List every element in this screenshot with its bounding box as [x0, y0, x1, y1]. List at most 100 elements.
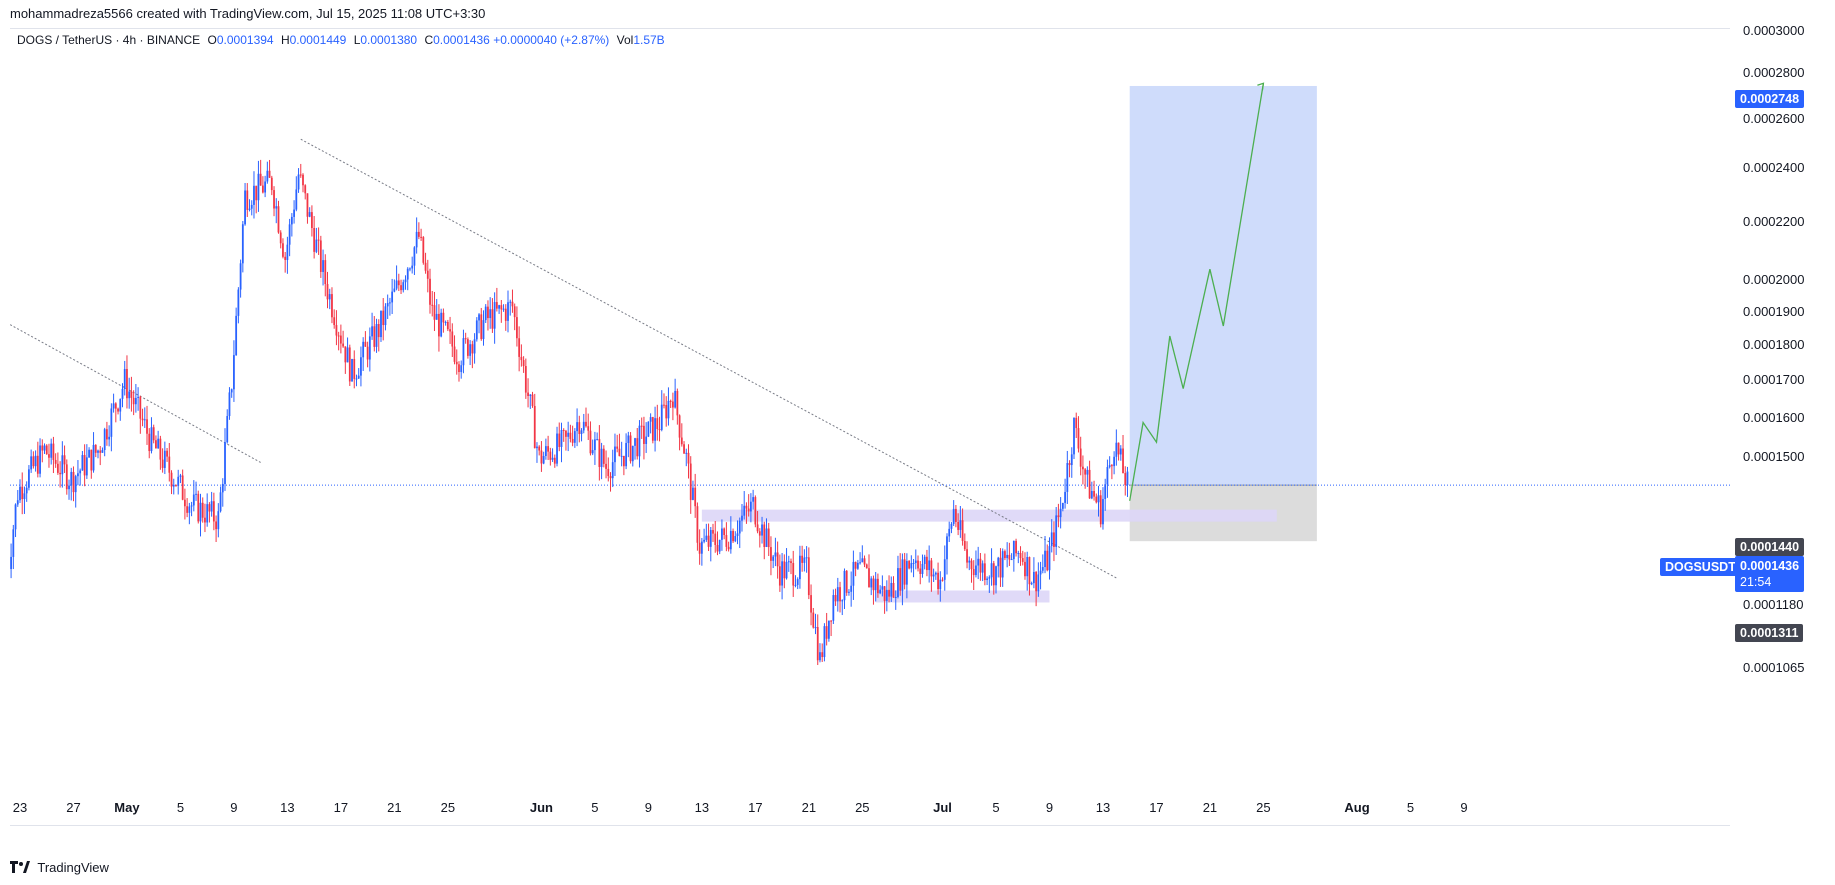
candle [19, 479, 21, 503]
candle [533, 393, 536, 449]
candle [424, 252, 427, 274]
candle [50, 438, 53, 465]
candle [763, 521, 766, 560]
candle [1037, 562, 1040, 597]
candle [966, 541, 968, 569]
candle [970, 558, 973, 583]
symbol-title[interactable]: DOGS / TetherUS · 4h · BINANCE [17, 33, 201, 47]
candle [1066, 450, 1069, 504]
candle [440, 308, 443, 338]
candle [1075, 412, 1078, 438]
candle [600, 442, 603, 480]
candle [812, 607, 815, 629]
price-scale-label: 0.0002600 [1743, 111, 1805, 127]
tradingview-brand[interactable]: TradingView [37, 860, 109, 875]
candle [850, 571, 853, 607]
stop-price-tag: 0.0001311 [1735, 624, 1804, 642]
candle [939, 571, 942, 602]
candle [322, 249, 324, 286]
candle [859, 552, 861, 565]
candle [1084, 468, 1087, 489]
candle [979, 553, 982, 581]
candle [547, 435, 550, 461]
candle [1055, 507, 1058, 555]
candle [961, 508, 964, 546]
candle [950, 522, 953, 534]
trendline-1 [10, 324, 261, 463]
x-axis-label: 13 [1096, 800, 1110, 815]
candle [544, 438, 547, 460]
candle [905, 553, 908, 599]
candle [999, 548, 1002, 587]
candle [709, 527, 712, 562]
candle [217, 503, 220, 538]
candle [863, 555, 866, 568]
candle [841, 599, 844, 616]
candle [620, 441, 623, 467]
candle [389, 297, 391, 316]
candle [1026, 551, 1029, 591]
x-axis-label: 5 [992, 800, 999, 815]
candle [143, 407, 146, 428]
candle [1106, 459, 1109, 498]
candle [362, 337, 365, 371]
candle [1124, 466, 1127, 496]
price-scale-label: 0.0002800 [1743, 65, 1805, 81]
candle [707, 523, 710, 552]
candle [464, 332, 467, 344]
x-axis-label: 9 [1046, 800, 1053, 815]
current-price-value: 0.0001436 [1740, 559, 1800, 573]
x-axis-label: 25 [855, 800, 869, 815]
price-chart[interactable]: 23 27 May 5 9 13 17 21 25 Jun 5 9 13 17 21 25 Jul 5 9 13 17 2… [10, 29, 1730, 827]
x-axis-label: 21 [1203, 800, 1217, 815]
candle [97, 449, 99, 459]
candle [963, 533, 966, 551]
candle [596, 432, 599, 441]
low-label: L [353, 33, 361, 47]
x-axis-label: 25 [1256, 800, 1270, 815]
candle [836, 577, 839, 612]
candle [1108, 456, 1111, 469]
candle [774, 537, 777, 567]
close-label: C [424, 33, 434, 47]
candle [268, 159, 271, 178]
candle [326, 271, 329, 309]
candle [816, 614, 819, 666]
candle [747, 494, 750, 517]
candle [331, 287, 333, 324]
candle [1044, 536, 1046, 574]
candle [382, 298, 385, 341]
candle [732, 528, 734, 544]
projection-path [1129, 83, 1265, 501]
candle [1104, 478, 1107, 511]
candle [150, 417, 153, 454]
candle [1095, 493, 1098, 504]
candle [694, 473, 697, 518]
price-scale-label: 0.0001600 [1743, 409, 1805, 425]
candle [402, 279, 405, 293]
candle [293, 200, 295, 224]
candle [776, 541, 779, 579]
candle [756, 511, 759, 534]
candle [1122, 434, 1124, 474]
candle [1099, 490, 1102, 528]
x-axis-label: 9 [230, 800, 237, 815]
candle [199, 493, 202, 537]
candle [542, 451, 545, 465]
candle [221, 478, 224, 507]
candle [224, 428, 226, 491]
candle [674, 378, 677, 409]
candle [611, 449, 614, 488]
candle [997, 556, 1000, 578]
x-axis-label: 17 [748, 800, 762, 815]
chart-area[interactable]: 23 27 May 5 9 13 17 21 25 Jun 5 9 13 17 21 25 Jul 5 9 13 17 2… [10, 28, 1730, 826]
candle [206, 493, 209, 527]
candle [273, 186, 275, 217]
candle [796, 577, 799, 590]
candle [683, 441, 685, 454]
candle [315, 227, 318, 254]
candle [634, 437, 636, 460]
candle [172, 478, 175, 495]
candle [266, 161, 269, 184]
candle [992, 560, 995, 595]
